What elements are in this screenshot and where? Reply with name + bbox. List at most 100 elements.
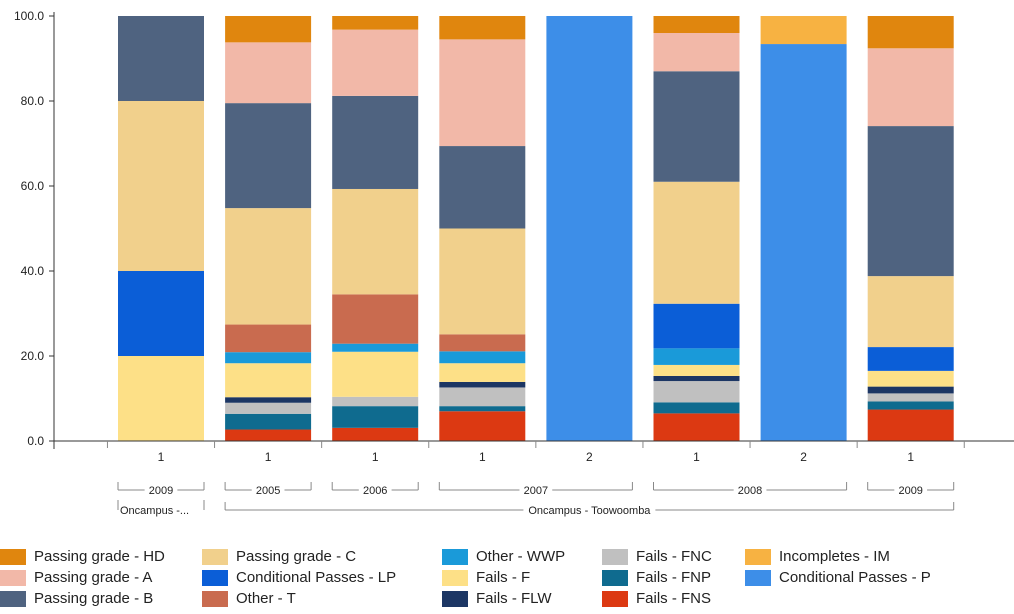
bar-segment <box>653 402 740 414</box>
bar-segment <box>653 71 740 182</box>
x-category-label: 1 <box>907 450 914 464</box>
bar-segment <box>225 324 312 353</box>
stacked-bar-chart: 0.0 20.0 40.0 60.0 80.0 100.0 1 1 1 1 2 1 2 1 2009 2005… <box>14 9 1014 517</box>
legend-label: Fails - FLW <box>476 590 552 607</box>
legend-swatch <box>602 549 628 565</box>
legend-swatch <box>745 549 771 565</box>
year-group-label: 2007 <box>524 485 548 497</box>
bar-segment <box>332 16 419 30</box>
legend-swatch <box>602 570 628 586</box>
bar-segment <box>439 351 526 364</box>
bar-segment <box>867 276 954 348</box>
legend-label: Conditional Passes - P <box>779 569 931 586</box>
bar-segment <box>867 347 954 371</box>
chart-legend: Passing grade - HD Passing grade - A Passi… <box>0 540 1014 614</box>
bar-segment <box>653 375 740 382</box>
legend-label: Fails - FNP <box>636 569 711 586</box>
bar-segment <box>867 370 954 387</box>
bar-segment <box>332 294 419 344</box>
y-tick-label: 100.0 <box>14 9 44 23</box>
bar-segment <box>653 413 740 441</box>
legend-swatch <box>745 570 771 586</box>
bar-segment <box>225 103 312 209</box>
bar-segment <box>225 397 312 403</box>
bar-segment <box>760 44 847 442</box>
bar-segment <box>867 386 954 394</box>
year-group-label: 2009 <box>898 485 922 497</box>
legend-label: Other - WWP <box>476 548 566 565</box>
x-category-label: 1 <box>693 450 700 464</box>
x-category-label: 2 <box>586 450 593 464</box>
bar-segment <box>118 16 204 101</box>
bar-segment <box>225 402 312 414</box>
legend-swatch <box>602 591 628 607</box>
bar-segment <box>332 188 419 295</box>
bar-segment <box>653 303 740 349</box>
bar-segment <box>546 16 633 441</box>
legend-label: Fails - F <box>476 569 531 586</box>
y-tick-label: 60.0 <box>21 179 45 193</box>
legend-swatch <box>202 570 228 586</box>
legend-label: Incompletes - IM <box>779 548 890 565</box>
bar-segment <box>332 396 419 407</box>
bar-segment <box>760 16 847 45</box>
bar-segment <box>653 33 740 72</box>
legend-swatch <box>202 591 228 607</box>
legend-label: Passing grade - B <box>34 590 154 607</box>
x-category-label: 2 <box>800 450 807 464</box>
year-group-label: 2005 <box>256 485 280 497</box>
bar-segment <box>118 271 204 356</box>
bar-segment <box>332 29 419 96</box>
x-category-label: 1 <box>158 450 165 464</box>
x-category-label: 1 <box>372 450 379 464</box>
legend-label: Fails - FNS <box>636 590 711 607</box>
bar-segment <box>867 409 954 441</box>
bar-segment <box>653 16 740 33</box>
bar-segment <box>653 381 740 403</box>
bar-segment <box>225 16 312 43</box>
bar-segment <box>118 356 204 441</box>
legend-label: Conditional Passes - LP <box>236 569 397 586</box>
year-group-label: 2008 <box>738 485 762 497</box>
legend-label: Passing grade - A <box>34 569 153 586</box>
legend-swatch <box>0 549 26 565</box>
bar-segment <box>439 228 526 335</box>
year-group-label: 2006 <box>363 485 387 497</box>
bar-segment <box>225 208 312 325</box>
legend-swatch <box>442 591 468 607</box>
legend-swatch <box>442 570 468 586</box>
bar-segment <box>867 393 954 402</box>
bar-segment <box>225 352 312 364</box>
x-category-label: 1 <box>265 450 272 464</box>
bar-segment <box>332 406 419 428</box>
bar-segment <box>332 95 419 189</box>
bar-segment <box>225 429 312 441</box>
bar-segment <box>439 387 526 407</box>
legend-swatch <box>0 591 26 607</box>
bar-segment <box>867 16 954 49</box>
bar-segment <box>439 363 526 382</box>
bar-segment <box>225 413 312 430</box>
bar-segment <box>439 16 526 40</box>
bar-segment <box>653 364 740 376</box>
y-tick-label: 20.0 <box>21 349 45 363</box>
legend-label: Passing grade - HD <box>34 548 165 565</box>
campus-group-label: Oncampus -... <box>120 505 189 517</box>
legend-swatch <box>0 570 26 586</box>
bar-segment <box>439 381 526 388</box>
legend-label: Passing grade - C <box>236 548 357 565</box>
y-tick-label: 0.0 <box>27 434 44 448</box>
bar-segment <box>332 351 419 397</box>
legend-swatch <box>202 549 228 565</box>
y-tick-label: 40.0 <box>21 264 45 278</box>
legend-swatch <box>442 549 468 565</box>
campus-group-label: Oncampus - Toowoomba <box>528 505 651 517</box>
bar-segment <box>653 181 740 304</box>
bar-segment <box>225 363 312 398</box>
bar-segment <box>439 406 526 412</box>
bar-segment <box>439 146 526 229</box>
bar-segment <box>225 42 312 104</box>
legend-label: Other - T <box>236 590 296 607</box>
bar-segment <box>332 343 419 352</box>
